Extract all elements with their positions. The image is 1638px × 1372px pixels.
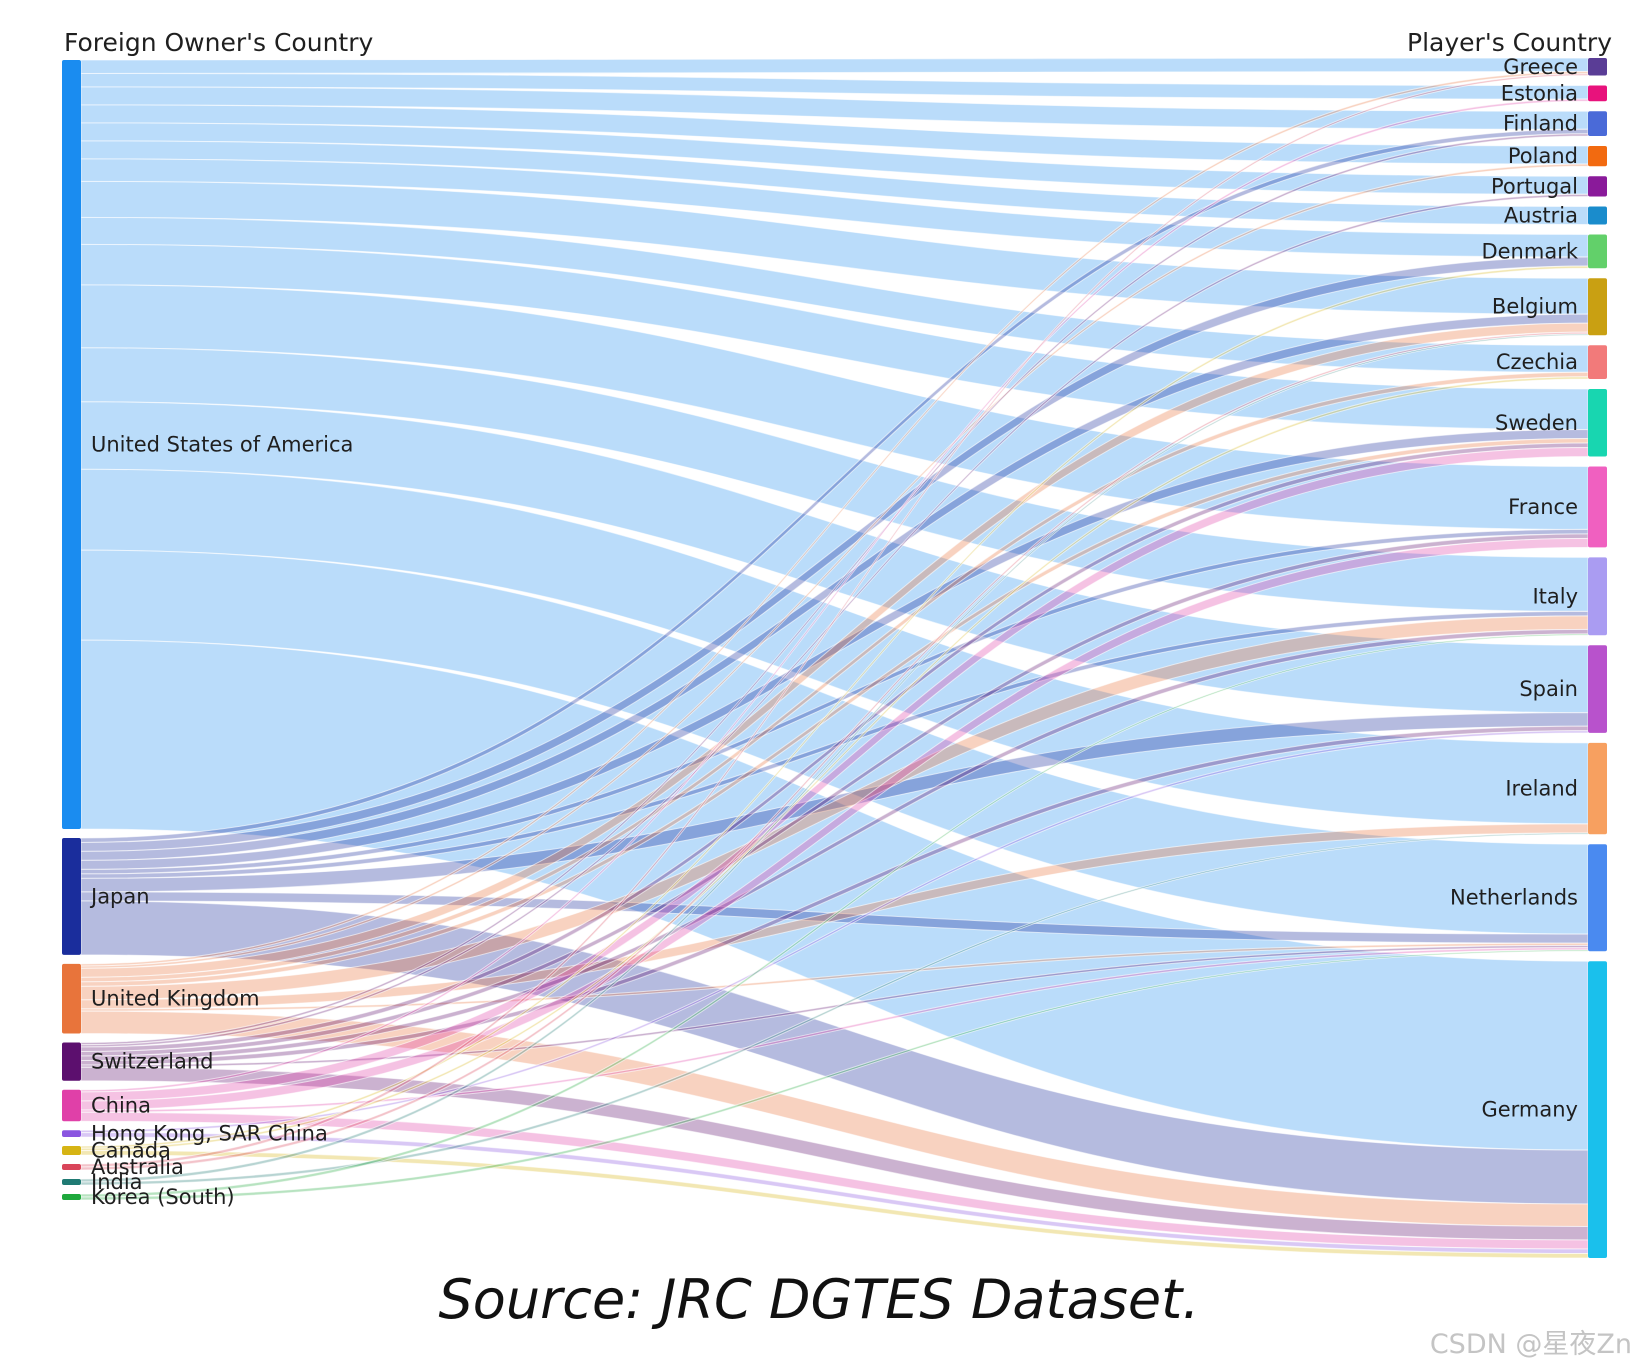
- node-right-spain: [1588, 645, 1607, 733]
- left-column-title: Foreign Owner's Country: [64, 28, 373, 57]
- node-left-hong-kong-sar-china: [62, 1130, 81, 1138]
- node-label-japan: Japan: [89, 884, 150, 908]
- node-right-sweden: [1588, 389, 1607, 457]
- node-right-netherlands: [1588, 844, 1607, 952]
- flow-united-states-of-america-to-greece: [80, 57, 1589, 74]
- flow-india-to-ireland: [80, 832, 1589, 1186]
- node-label-denmark: Denmark: [1481, 239, 1578, 263]
- node-label-italy: Italy: [1532, 584, 1578, 608]
- node-left-australia: [62, 1164, 81, 1170]
- node-label-united-kingdom: United Kingdom: [91, 987, 260, 1011]
- flow-canada-to-germany: [80, 1149, 1589, 1259]
- flow-china-to-sweden: [80, 446, 1589, 1102]
- node-label-china: China: [91, 1094, 151, 1118]
- node-label-korea-south: Korea (South): [91, 1185, 235, 1209]
- node-right-estonia: [1588, 85, 1607, 102]
- node-label-belgium: Belgium: [1492, 295, 1578, 319]
- flow-korea-south-to-netherlands: [80, 949, 1589, 1201]
- node-right-poland: [1588, 146, 1607, 167]
- node-left-japan: [62, 837, 81, 955]
- node-right-greece: [1588, 58, 1607, 76]
- node-label-spain: Spain: [1519, 677, 1578, 701]
- node-label-hong-kong-sar-china: Hong Kong, SAR China: [91, 1122, 328, 1146]
- node-right-france: [1588, 466, 1607, 548]
- node-label-germany: Germany: [1481, 1098, 1578, 1122]
- node-left-canada: [62, 1146, 81, 1155]
- flow-korea-south-to-italy: [80, 633, 1589, 1198]
- node-right-austria: [1588, 206, 1607, 225]
- node-label-greece: Greece: [1503, 55, 1578, 79]
- node-label-france: France: [1508, 495, 1578, 519]
- node-left-switzerland: [62, 1042, 81, 1081]
- node-left-korea-south: [62, 1194, 81, 1200]
- flow-canada-to-czechia: [80, 376, 1589, 1152]
- flow-australia-to-greece: [80, 73, 1589, 1168]
- flow-canada-to-denmark: [80, 265, 1589, 1149]
- node-left-china: [62, 1089, 81, 1122]
- node-label-ireland: Ireland: [1505, 777, 1578, 801]
- node-label-poland: Poland: [1508, 144, 1578, 168]
- node-label-austria: Austria: [1504, 203, 1578, 227]
- node-label-sweden: Sweden: [1495, 411, 1578, 435]
- node-label-australia: Australia: [91, 1155, 184, 1179]
- node-label-portugal: Portugal: [1491, 174, 1578, 198]
- flow-china-to-france: [80, 537, 1589, 1111]
- node-label-netherlands: Netherlands: [1450, 886, 1578, 910]
- flow-china-to-estonia: [80, 98, 1589, 1093]
- node-label-estonia: Estonia: [1501, 81, 1578, 105]
- node-left-united-kingdom: [62, 963, 81, 1034]
- node-right-germany: [1588, 961, 1607, 1258]
- node-label-india: India: [91, 1170, 143, 1194]
- node-right-czechia: [1588, 345, 1607, 380]
- node-label-finland: Finland: [1503, 112, 1578, 136]
- node-label-united-states-of-america: United States of America: [91, 432, 353, 456]
- node-right-finland: [1588, 111, 1607, 137]
- node-right-portugal: [1588, 176, 1607, 197]
- flow-switzerland-to-finland: [80, 133, 1589, 1046]
- watermark: CSDN @星夜Zn: [1429, 1329, 1632, 1360]
- country-nodes: United States of America Japan United King…: [62, 55, 1607, 1258]
- flow-united-kingdom-to-poland: [80, 163, 1589, 969]
- flow-hong-kong-sar-china-to-spain: [80, 730, 1589, 1134]
- node-label-canada: Canada: [91, 1139, 171, 1163]
- node-label-czechia: Czechia: [1496, 350, 1578, 374]
- node-right-italy: [1588, 557, 1607, 636]
- flow-links: [80, 57, 1589, 1259]
- source-caption: Source: JRC DGTES Dataset.: [438, 1268, 1200, 1331]
- node-left-india: [62, 1179, 81, 1185]
- node-right-ireland: [1588, 742, 1607, 835]
- node-left-united-states-of-america: [62, 60, 81, 829]
- node-right-denmark: [1588, 234, 1607, 269]
- flow-india-to-belgium: [80, 333, 1589, 1183]
- node-right-belgium: [1588, 278, 1607, 336]
- node-label-switzerland: Switzerland: [91, 1050, 214, 1074]
- right-column-title: Player's Country: [1407, 28, 1612, 57]
